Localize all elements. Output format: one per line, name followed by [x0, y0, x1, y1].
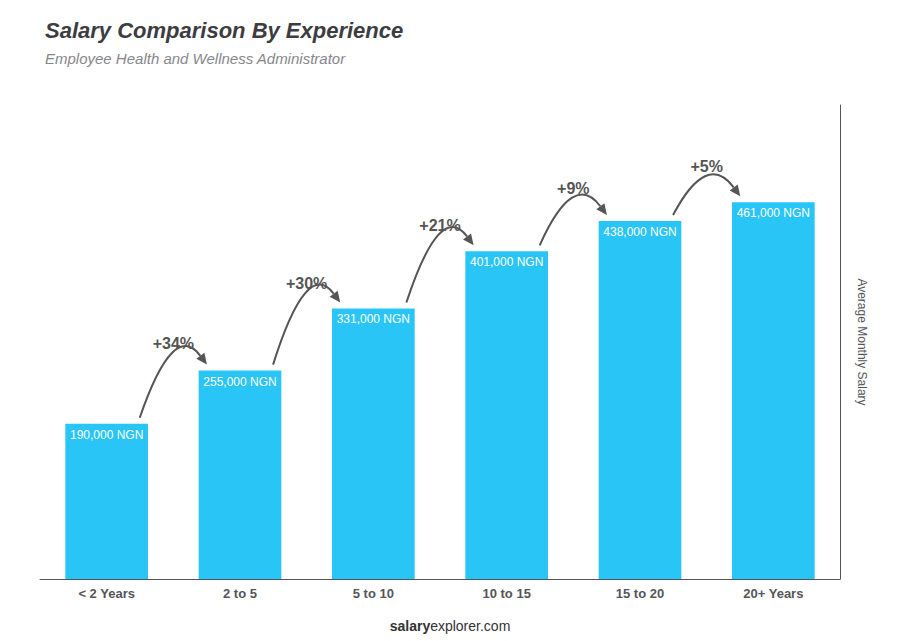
svg-text:331,000 NGN: 331,000 NGN — [337, 312, 410, 326]
svg-text:10 to 15: 10 to 15 — [482, 586, 530, 601]
svg-text:+5%: +5% — [690, 158, 722, 175]
svg-text:461,000 NGN: 461,000 NGN — [737, 206, 810, 220]
svg-text:190,000 NGN: 190,000 NGN — [70, 428, 143, 442]
svg-text:Salary Comparison By Experienc: Salary Comparison By Experience — [45, 18, 403, 43]
svg-text:salary: salary — [390, 618, 431, 634]
svg-text:Average Monthly Salary: Average Monthly Salary — [855, 278, 869, 405]
svg-text:+30%: +30% — [286, 275, 327, 292]
svg-text:255,000 NGN: 255,000 NGN — [203, 375, 276, 389]
svg-text:5 to 10: 5 to 10 — [353, 586, 394, 601]
svg-text:438,000 NGN: 438,000 NGN — [603, 225, 676, 239]
svg-text:+9%: +9% — [557, 180, 589, 197]
svg-text:20+ Years: 20+ Years — [743, 586, 803, 601]
svg-text:15 to 20: 15 to 20 — [616, 586, 664, 601]
svg-text:2 to 5: 2 to 5 — [223, 586, 257, 601]
svg-text:< 2 Years: < 2 Years — [78, 586, 135, 601]
svg-text:explorer.com: explorer.com — [430, 618, 510, 634]
svg-text:401,000 NGN: 401,000 NGN — [470, 255, 543, 269]
svg-text:Employee Health and Wellness A: Employee Health and Wellness Administrat… — [45, 50, 346, 67]
svg-text:+34%: +34% — [153, 335, 194, 352]
svg-text:+21%: +21% — [419, 217, 460, 234]
